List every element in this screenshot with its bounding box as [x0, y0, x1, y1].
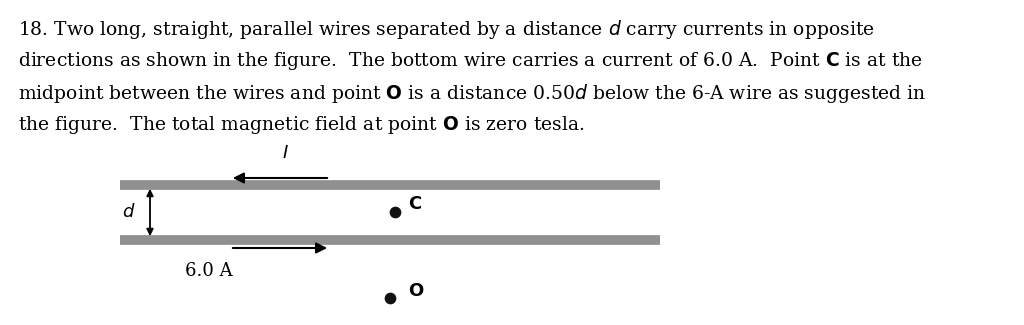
Text: $\mathbf{C}$: $\mathbf{C}$ — [408, 195, 422, 213]
Text: $I$: $I$ — [282, 144, 289, 162]
Text: the figure.  The total magnetic field at point $\mathbf{O}$ is zero tesla.: the figure. The total magnetic field at … — [18, 114, 585, 136]
Point — [382, 295, 398, 301]
Text: 18. Two long, straight, parallel wires separated by a distance $d$ carry current: 18. Two long, straight, parallel wires s… — [18, 18, 874, 41]
Text: $d$: $d$ — [123, 203, 136, 221]
Text: directions as shown in the figure.  The bottom wire carries a current of 6.0 A. : directions as shown in the figure. The b… — [18, 50, 923, 72]
Text: $\mathbf{O}$: $\mathbf{O}$ — [408, 282, 424, 300]
Text: 6.0 A: 6.0 A — [185, 262, 232, 280]
Point — [387, 209, 403, 215]
Text: midpoint between the wires and point $\mathbf{O}$ is a distance 0.50$d$ below th: midpoint between the wires and point $\m… — [18, 82, 927, 105]
